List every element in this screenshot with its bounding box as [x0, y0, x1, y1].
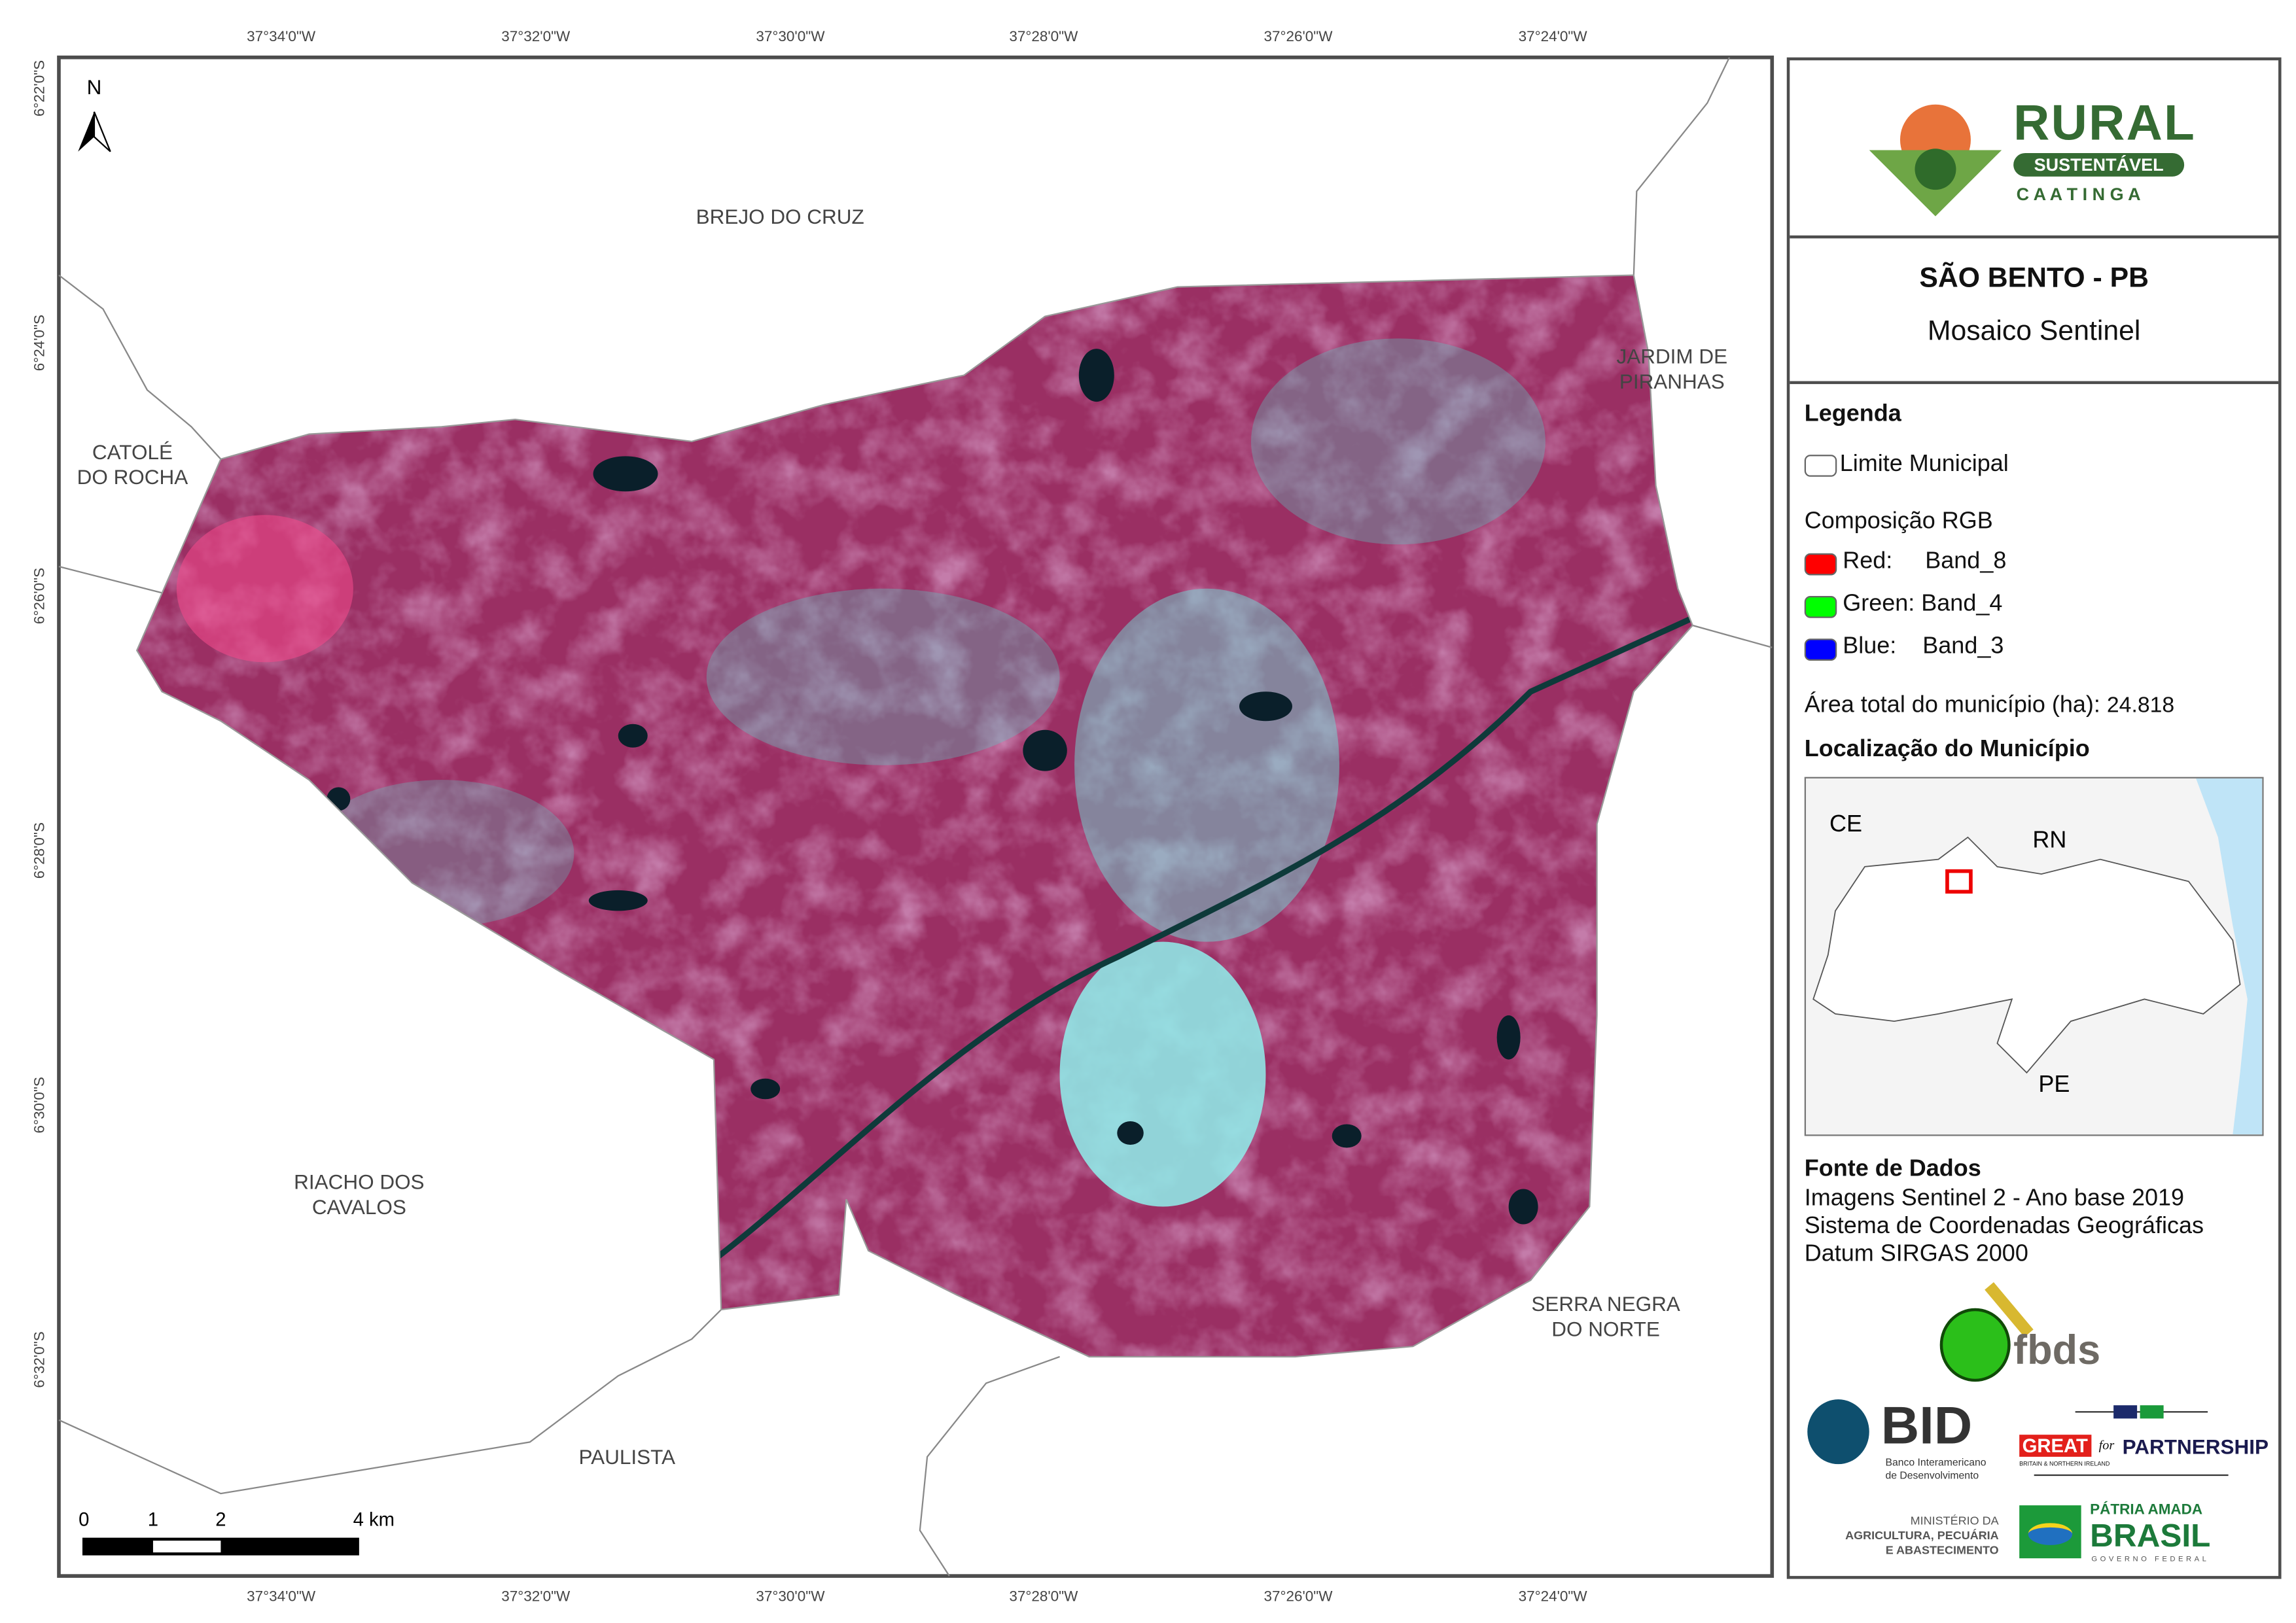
source-line: Sistema de Coordenadas Geográficas — [1804, 1213, 2204, 1239]
svg-text:37°26'0"W: 37°26'0"W — [1263, 28, 1333, 44]
location-heading: Localização do Município — [1804, 737, 2090, 763]
source-line: Imagens Sentinel 2 - Ano base 2019 — [1804, 1186, 2185, 1212]
neighbor-boundaries — [58, 57, 1773, 1577]
legend-heading: Legenda — [1804, 402, 1901, 427]
svg-text:PAULISTA: PAULISTA — [578, 1445, 675, 1469]
rural-sustentavel-logo: RURAL SUSTENTÁVEL C A A T I N G A — [1869, 99, 2195, 224]
green-label: Green: Band_4 — [1843, 591, 2003, 617]
limite-swatch — [1804, 455, 1837, 477]
red-swatch — [1804, 553, 1837, 576]
great-partnership-logo: GREAT BRITAIN & NORTHERN IRELAND for PAR… — [2019, 1399, 2269, 1480]
top-ticks: 37°34'0"W 37°32'0"W 37°30'0"W 37°28'0"W … — [247, 28, 1587, 44]
svg-text:37°30'0"W: 37°30'0"W — [756, 1588, 825, 1604]
svg-text:CAVALOS: CAVALOS — [312, 1195, 406, 1219]
rgb-heading: Composição RGB — [1804, 509, 1993, 534]
svg-text:2: 2 — [215, 1510, 226, 1531]
svg-text:0: 0 — [79, 1510, 89, 1531]
svg-text:37°28'0"W: 37°28'0"W — [1009, 1588, 1078, 1604]
bid-logo: BID Banco Interamericano de Desenvolvime… — [1807, 1397, 2013, 1491]
locator-map: CE RN PE — [1804, 777, 2264, 1136]
svg-text:6°26'0"S: 6°26'0"S — [31, 568, 47, 624]
legend-panel: RURAL SUSTENTÁVEL C A A T I N G A SÃO BE… — [1786, 57, 2282, 1579]
svg-text:6°28'0"S: 6°28'0"S — [31, 822, 47, 879]
svg-text:6°22'0"S: 6°22'0"S — [31, 60, 47, 116]
brasil-governo-logo: PÁTRIA AMADA BRASIL GOVERNO FEDERAL — [2019, 1503, 2210, 1567]
svg-text:37°34'0"W: 37°34'0"W — [247, 28, 316, 44]
ministerio-logo: MINISTÉRIO DA AGRICULTURA, PECUÁRIA E AB… — [1845, 1514, 1999, 1557]
svg-text:CATOLÉ: CATOLÉ — [92, 440, 173, 464]
svg-text:37°32'0"W: 37°32'0"W — [501, 28, 571, 44]
left-ticks: 6°22'0"S 6°24'0"S 6°26'0"S 6°28'0"S 6°30… — [31, 60, 47, 1388]
svg-text:JARDIM DE: JARDIM DE — [1616, 345, 1727, 368]
svg-text:37°24'0"W: 37°24'0"W — [1519, 28, 1588, 44]
scale-bar: 0 1 2 4 km — [79, 1510, 395, 1556]
location-marker — [1945, 869, 1973, 894]
map-subtitle: Mosaico Sentinel — [1927, 316, 2141, 347]
green-swatch — [1804, 596, 1837, 618]
limite-label: Limite Municipal — [1839, 451, 2009, 477]
svg-text:6°24'0"S: 6°24'0"S — [31, 315, 47, 371]
red-label: Red: Band_8 — [1843, 549, 2007, 574]
blue-swatch — [1804, 638, 1837, 661]
svg-text:6°32'0"S: 6°32'0"S — [31, 1331, 47, 1387]
fbds-logo: fbds — [1937, 1279, 2113, 1382]
map-title: SÃO BENTO - PB — [1919, 263, 2149, 294]
svg-text:6°30'0"S: 6°30'0"S — [31, 1077, 47, 1133]
svg-text:37°30'0"W: 37°30'0"W — [756, 28, 825, 44]
source-line: Datum SIRGAS 2000 — [1804, 1242, 2028, 1267]
svg-text:RN: RN — [2032, 826, 2066, 853]
svg-text:1: 1 — [148, 1510, 158, 1531]
blue-label: Blue: Band_3 — [1843, 634, 2004, 659]
svg-text:37°26'0"W: 37°26'0"W — [1263, 1588, 1333, 1604]
bottom-ticks: 37°34'0"W 37°32'0"W 37°30'0"W 37°28'0"W … — [247, 1588, 1587, 1604]
svg-text:DO NORTE: DO NORTE — [1551, 1317, 1660, 1340]
svg-text:PE: PE — [2038, 1070, 2070, 1097]
source-heading: Fonte de Dados — [1804, 1157, 1981, 1182]
svg-text:RIACHO DOS: RIACHO DOS — [294, 1170, 424, 1194]
area-total: Área total do município (ha): 24.818 — [1804, 693, 2175, 718]
svg-text:37°32'0"W: 37°32'0"W — [501, 1588, 571, 1604]
svg-text:N: N — [87, 75, 102, 99]
svg-text:SERRA NEGRA: SERRA NEGRA — [1531, 1292, 1680, 1316]
map-frame: N 37°34'0"W 37°32'0"W 37°30'0"W 37°28'0"… — [31, 28, 1775, 1604]
svg-text:PIRANHAS: PIRANHAS — [1619, 370, 1725, 393]
svg-text:37°24'0"W: 37°24'0"W — [1519, 1588, 1588, 1604]
svg-text:4 km: 4 km — [353, 1510, 395, 1531]
svg-text:DO ROCHA: DO ROCHA — [77, 465, 188, 489]
neighbor-labels: BREJO DO CRUZ JARDIM DE PIRANHAS CATOLÉ … — [77, 205, 1728, 1469]
svg-text:37°28'0"W: 37°28'0"W — [1009, 28, 1078, 44]
svg-text:CE: CE — [1829, 810, 1862, 837]
svg-text:BREJO DO CRUZ: BREJO DO CRUZ — [696, 205, 864, 228]
svg-text:37°34'0"W: 37°34'0"W — [247, 1588, 316, 1604]
